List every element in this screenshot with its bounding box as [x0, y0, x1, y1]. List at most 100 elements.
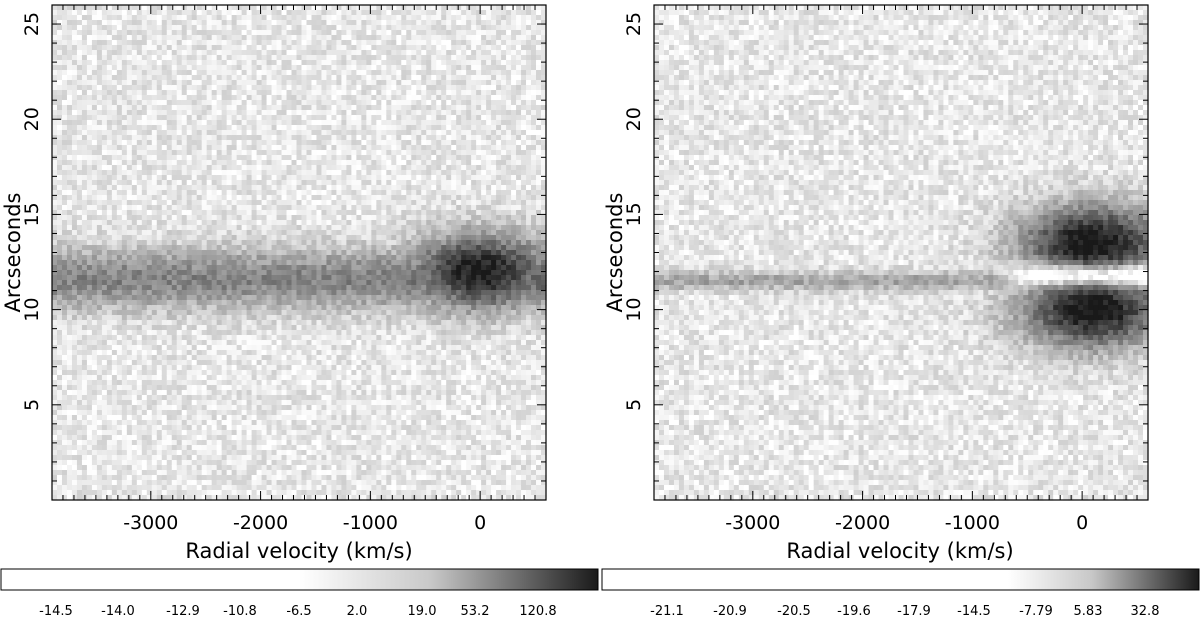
- heatmap-cell: [211, 420, 218, 426]
- heatmap-cell: [241, 265, 248, 271]
- heatmap-cell: [201, 55, 208, 61]
- heatmap-cell: [136, 455, 143, 461]
- heatmap-cell: [156, 415, 163, 421]
- heatmap-cell: [156, 190, 163, 196]
- heatmap-cell: [281, 75, 288, 81]
- heatmap-cell: [196, 260, 203, 266]
- heatmap-cell: [206, 425, 213, 431]
- heatmap-cell: [276, 455, 283, 461]
- heatmap-cell: [231, 235, 238, 241]
- heatmap-cell: [121, 110, 128, 116]
- heatmap-cell: [131, 115, 138, 121]
- heatmap-cell: [296, 80, 303, 86]
- heatmap-cell: [56, 290, 63, 296]
- heatmap-cell: [196, 340, 203, 346]
- heatmap-cell: [216, 240, 223, 246]
- heatmap-cell: [236, 75, 243, 81]
- heatmap-cell: [52, 270, 58, 276]
- heatmap-cell: [216, 70, 223, 76]
- heatmap-cell: [221, 335, 228, 341]
- heatmap-cell: [231, 305, 238, 311]
- heatmap-cell: [111, 220, 118, 226]
- heatmap-cell: [116, 15, 123, 21]
- heatmap-cell: [291, 455, 298, 461]
- heatmap-cell: [136, 70, 143, 76]
- heatmap-cell: [141, 280, 148, 286]
- heatmap-cell: [251, 280, 258, 286]
- heatmap-cell: [201, 365, 208, 371]
- heatmap-cell: [206, 160, 213, 166]
- heatmap-cell: [176, 70, 183, 76]
- heatmap-cell: [131, 20, 138, 26]
- heatmap-cell: [261, 85, 268, 91]
- heatmap-cell: [206, 340, 213, 346]
- heatmap-cell: [156, 350, 163, 356]
- heatmap-cell: [136, 215, 143, 221]
- heatmap-cell: [261, 240, 268, 246]
- heatmap-cell: [211, 105, 218, 111]
- heatmap-cell: [256, 255, 263, 261]
- heatmap-cell: [251, 35, 258, 41]
- heatmap-cell: [71, 180, 78, 186]
- heatmap-cell: [101, 160, 108, 166]
- heatmap-cell: [66, 410, 73, 416]
- heatmap-cell: [206, 465, 213, 471]
- heatmap-cell: [171, 310, 178, 316]
- heatmap-cell: [216, 230, 223, 236]
- heatmap-cell: [101, 180, 108, 186]
- heatmap-cell: [166, 80, 173, 86]
- heatmap-cell: [256, 90, 263, 96]
- heatmap-cell: [251, 265, 258, 271]
- heatmap-cell: [111, 450, 118, 456]
- heatmap-cell: [176, 215, 183, 221]
- heatmap-cell: [146, 110, 153, 116]
- heatmap-cell: [211, 375, 218, 381]
- heatmap-cell: [171, 295, 178, 301]
- heatmap-cell: [266, 475, 273, 481]
- heatmap-cell: [156, 360, 163, 366]
- heatmap-cell: [146, 125, 153, 131]
- heatmap-cell: [96, 265, 103, 271]
- heatmap-cell: [166, 195, 173, 201]
- heatmap-cell: [186, 215, 193, 221]
- heatmap-cell: [211, 275, 218, 281]
- heatmap-cell: [116, 120, 123, 126]
- heatmap-cell: [191, 430, 198, 436]
- heatmap-cell: [296, 95, 303, 101]
- heatmap-cell: [61, 215, 68, 221]
- heatmap-cell: [206, 105, 213, 111]
- heatmap-cell: [66, 220, 73, 226]
- heatmap-cell: [231, 495, 238, 501]
- heatmap-cell: [186, 90, 193, 96]
- heatmap-cell: [126, 430, 133, 436]
- heatmap-cell: [61, 265, 68, 271]
- heatmap-cell: [56, 70, 63, 76]
- heatmap-cell: [156, 395, 163, 401]
- heatmap-cell: [81, 210, 88, 216]
- heatmap-cell: [261, 260, 268, 266]
- heatmap-cell: [201, 405, 208, 411]
- heatmap-cell: [261, 155, 268, 161]
- heatmap-cell: [121, 260, 128, 266]
- heatmap-cell: [266, 165, 273, 171]
- heatmap-cell: [256, 200, 263, 206]
- heatmap-cell: [181, 215, 188, 221]
- heatmap-cell: [52, 275, 58, 281]
- heatmap-cell: [206, 30, 213, 36]
- heatmap-cell: [52, 225, 58, 231]
- heatmap-cell: [216, 355, 223, 361]
- heatmap-cell: [56, 410, 63, 416]
- heatmap-cell: [226, 95, 233, 101]
- heatmap-cell: [301, 65, 308, 71]
- heatmap-cell: [216, 270, 223, 276]
- heatmap-cell: [256, 410, 263, 416]
- heatmap-cell: [276, 45, 283, 51]
- heatmap-cell: [131, 375, 138, 381]
- heatmap-cell: [126, 150, 133, 156]
- heatmap-cell: [156, 10, 163, 16]
- heatmap-cell: [71, 255, 78, 261]
- heatmap-cell: [71, 285, 78, 291]
- heatmap-cell: [191, 425, 198, 431]
- heatmap-cell: [206, 170, 213, 176]
- heatmap-cell: [111, 270, 118, 276]
